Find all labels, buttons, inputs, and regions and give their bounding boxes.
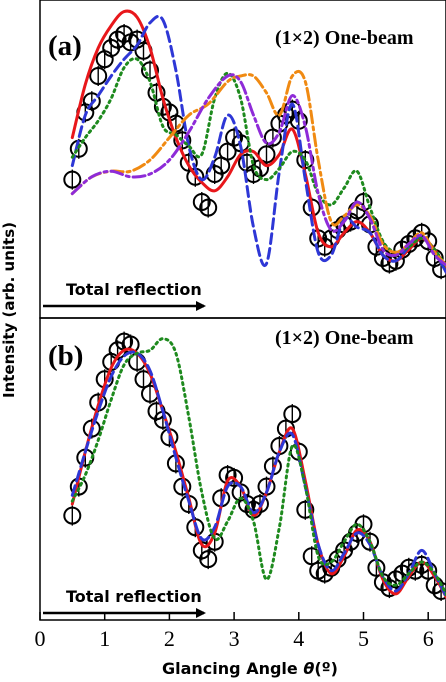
x-tick-label: 6 <box>423 626 434 651</box>
panel-a-plot-area <box>63 9 446 280</box>
panel-b-series-dashed-line <box>70 350 446 600</box>
panel-b-series-solid-line <box>70 347 446 600</box>
panel-b: (b) (1×2) One-beam Total reflection <box>39 317 446 621</box>
panel-a-label: (a) <box>48 30 82 62</box>
x-axis-label: Glancing Angle θ(º) <box>162 659 338 678</box>
x-tick-label: 5 <box>358 626 369 651</box>
panel-a-series-dash-dot-line <box>70 69 446 267</box>
panel-b-frame <box>39 317 446 621</box>
y-axis-label: Intensity (arb. units) <box>0 222 18 398</box>
panel-a-title: (1×2) One-beam <box>275 27 414 49</box>
x-tick-label: 4 <box>293 626 304 651</box>
panel-b-annotation: Total reflection <box>66 587 202 606</box>
x-tick-label: 1 <box>99 626 110 651</box>
panel-a-series-dashed-line <box>70 14 446 276</box>
panel-b-series-dotted-line <box>70 337 446 597</box>
x-tick-label: 3 <box>229 626 240 651</box>
panel-a-series-dash-dot-line <box>70 73 446 268</box>
panel-b-plot-area <box>63 331 446 601</box>
x-tick-label: 0 <box>35 626 46 651</box>
panel-a: (a) (1×2) One-beam Total reflection <box>39 0 446 319</box>
panel-b-title: (1×2) One-beam <box>275 327 414 349</box>
panel-a-annotation: Total reflection <box>66 280 202 299</box>
panel-a-series-dotted-line <box>70 57 446 270</box>
x-axis: 0 1 2 3 4 5 6 <box>35 612 434 651</box>
panel-b-label: (b) <box>48 340 83 372</box>
x-tick-label: 2 <box>164 626 175 651</box>
